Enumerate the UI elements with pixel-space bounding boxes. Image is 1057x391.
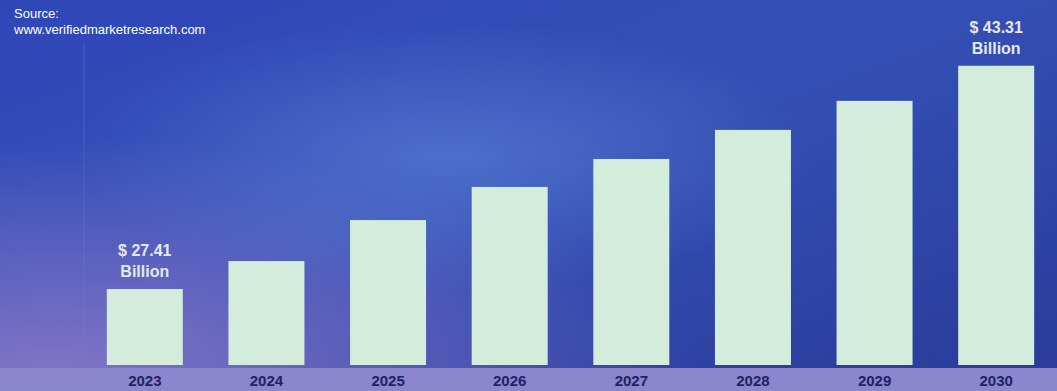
x-tick-label: 2029 [858, 372, 891, 389]
x-tick-label: 2025 [371, 372, 404, 389]
bar [228, 261, 304, 365]
data-label-line: $ 27.41 [118, 242, 171, 259]
bar [472, 187, 548, 365]
source-note: Source: [14, 6, 59, 21]
background [0, 0, 1057, 391]
data-label: $ 27.41 Billion [118, 242, 171, 280]
chart-container: $ 27.41 Billion $ 43.31 Billion 2023 2024 2025… [0, 0, 1057, 391]
bar [107, 289, 183, 365]
x-tick-label: 2023 [128, 372, 161, 389]
bar [593, 159, 669, 365]
x-tick-label: 2028 [736, 372, 769, 389]
bars [107, 66, 1034, 365]
background-glow [0, 0, 1057, 391]
bar [350, 220, 426, 365]
bar [837, 101, 913, 365]
axis-strip [0, 368, 1057, 391]
chart-svg: $ 27.41 Billion $ 43.31 Billion 2023 2024 2025… [0, 0, 1057, 391]
bar [715, 130, 791, 365]
data-label-line: Billion [120, 263, 169, 280]
x-tick-label: 2024 [250, 372, 284, 389]
y-axis-line [84, 42, 85, 365]
x-tick-label: 2030 [980, 372, 1013, 389]
background-glow [0, 0, 1057, 391]
data-label-line: Billion [972, 40, 1021, 57]
data-label: $ 43.31 Billion [969, 19, 1022, 57]
x-tick-label: 2027 [615, 372, 648, 389]
data-label-line: $ 43.31 [969, 19, 1022, 36]
source-note: www.verifiedmarketresearch.com [13, 22, 205, 37]
bar [958, 66, 1034, 365]
x-tick-label: 2026 [493, 372, 526, 389]
